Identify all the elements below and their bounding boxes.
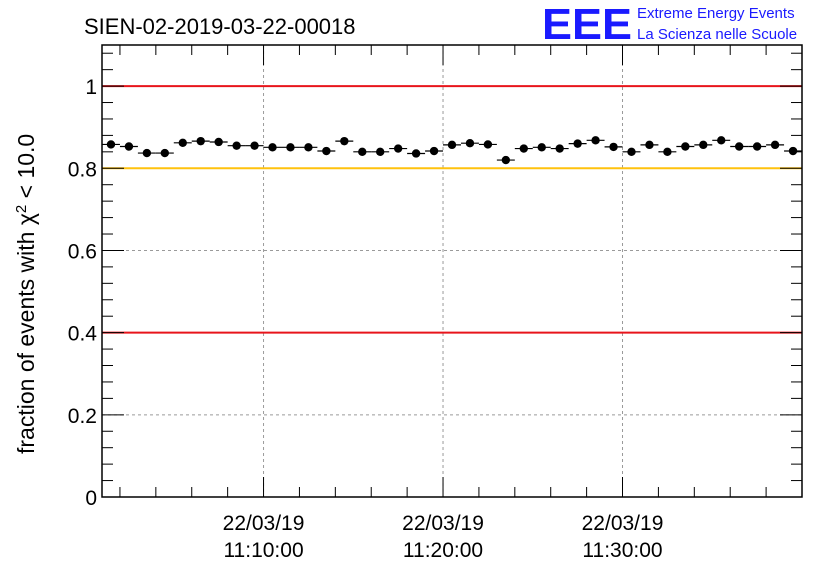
point-34 [717,136,726,145]
point-16 [393,144,403,153]
point-9 [268,143,277,152]
x-tick-label-date-1: 22/03/19 [402,512,484,535]
point-12 [322,146,331,156]
point-0 [106,140,116,149]
point-3 [160,148,170,158]
point-38 [788,146,798,156]
eee-logo: EEE Extreme Energy Events La Scienza nel… [542,0,797,49]
y-axis-label-tail: < 10.0 [13,134,39,205]
y-tick-label-1: 0.2 [68,405,97,428]
logo-line-1: Extreme Energy Events [637,5,795,22]
point-13 [340,136,349,146]
point-21 [483,140,493,149]
point-20 [465,139,475,148]
logo-mark: EEE [542,0,632,49]
point-14 [358,147,367,157]
y-tick-label-4: 0.8 [68,158,97,181]
y-tick-label-2: 0.4 [68,323,98,346]
point-26 [573,139,582,148]
point-1 [124,142,134,151]
point-7 [232,141,241,150]
reference-lines [102,85,802,334]
point-8 [250,141,259,150]
x-tick-label-time-2: 11:30:00 [582,539,662,562]
point-32 [681,142,690,151]
y-axis-label-sup: 2 [13,205,30,213]
point-4 [178,138,187,147]
point-17 [411,149,421,158]
point-29 [627,147,636,157]
point-18 [429,146,439,156]
axes [101,44,803,498]
point-28 [609,142,618,152]
point-22 [501,155,511,165]
x-tick-label-date-2: 22/03/19 [582,512,664,535]
y-tick-labels: 0 0.2 0.4 0.6 0.8 1 [68,76,98,510]
point-23 [519,144,528,153]
grid [102,45,802,497]
point-31 [663,147,672,157]
chart-title: SIEN-02-2019-03-22-00018 [84,14,356,39]
y-axis-label: fraction of events with χ2 < 10.0 [13,134,40,454]
point-11 [304,143,313,152]
point-33 [699,140,708,150]
point-37 [770,140,780,150]
point-5 [196,136,205,146]
point-36 [752,142,762,151]
x-tick-label-date-0: 22/03/19 [223,512,305,535]
point-35 [734,142,744,151]
point-10 [286,143,295,152]
y-tick-label-0: 0 [85,487,97,510]
y-tick-label-5: 1 [85,76,97,99]
logo-line-2: La Scienza nelle Scuole [637,26,797,43]
x-tick-label-time-0: 11:10:00 [223,539,303,562]
point-27 [591,136,600,145]
data-points [102,136,802,165]
point-24 [537,143,546,152]
y-axis-label-main: fraction of events with χ [13,213,39,454]
x-tick-label-time-1: 11:20:00 [403,539,483,562]
plot-frame [101,44,803,498]
point-25 [555,144,564,153]
point-6 [214,137,223,147]
point-15 [376,147,385,157]
y-tick-label-3: 0.6 [68,240,97,263]
point-30 [645,140,654,150]
point-19 [447,140,457,150]
point-2 [142,148,152,158]
x-tick-labels: 22/03/19 11:10:00 22/03/19 11:20:00 22/03/19… [223,512,664,562]
